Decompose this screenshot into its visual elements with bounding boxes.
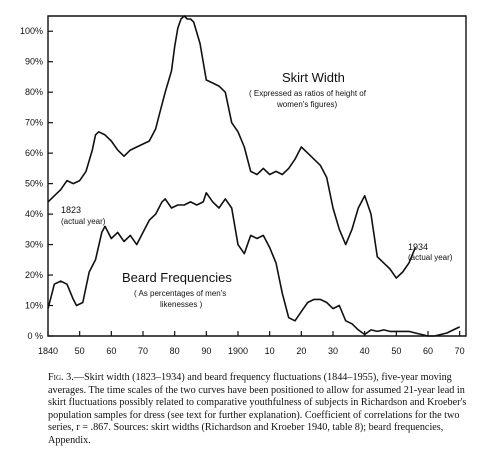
x-axis-ticks: 1840 50 60 70 80 90 1900 10 20 30 40 50 60 70 — [38, 331, 465, 356]
y-tick-label: 60% — [25, 148, 43, 158]
x-tick-label: 80 — [170, 346, 180, 356]
x-tick-label: 20 — [296, 346, 306, 356]
beard-series-note-line1: ( As percentages of men's — [134, 289, 226, 298]
y-tick-label: 80% — [25, 87, 43, 97]
skirt-end-year-note: (actual year) — [408, 253, 453, 262]
skirt-annotation: Skirt Width ( Expressed as ratios of hei… — [249, 70, 367, 109]
x-tick-label: 90 — [201, 346, 211, 356]
y-tick-label: 40% — [25, 209, 43, 219]
y-tick-label: 10% — [25, 301, 43, 311]
beard-series-note-line2: likenesses ) — [160, 300, 203, 309]
skirt-series-note-line2: women's figures) — [276, 100, 338, 109]
x-tick-label: 30 — [328, 346, 338, 356]
skirt-series-label: Skirt Width — [282, 70, 345, 85]
chart-series — [47, 15, 461, 337]
chart-axes — [47, 15, 467, 337]
x-tick-label: 50 — [391, 346, 401, 356]
x-tick-label: 60 — [423, 346, 433, 356]
caption-text: —Skirt width (1823–1934) and beard frequ… — [48, 372, 467, 446]
skirt-series-note-line1: ( Expressed as ratios of height of — [249, 89, 367, 98]
figure-caption: Fig. 3.—Skirt width (1823–1934) and bear… — [48, 372, 480, 448]
plot-frame — [47, 15, 467, 337]
y-tick-label: 70% — [25, 118, 43, 128]
x-tick-label: 10 — [265, 346, 275, 356]
beard-annotation: Beard Frequencies ( As percentages of me… — [122, 270, 232, 309]
y-tick-label: 50% — [25, 179, 43, 189]
x-tick-label: 40 — [360, 346, 370, 356]
beard-frequency-line — [47, 192, 461, 337]
skirt-start-year-note: (actual year) — [61, 217, 106, 226]
y-tick-label: 30% — [25, 240, 43, 250]
y-tick-label: 100% — [20, 26, 43, 36]
year-annotations: 1823 (actual year) 1934 (actual year) — [61, 205, 453, 262]
skirt-start-year: 1823 — [61, 205, 81, 215]
x-tick-label: 50 — [75, 346, 85, 356]
y-tick-label: 20% — [25, 270, 43, 280]
line-chart: 0 % 10% 20% 30% 40% 50% 60% 70% 80% 90% 100% 1840 5… — [20, 15, 467, 356]
y-axis-ticks: 0 % 10% 20% 30% 40% 50% 60% 70% 80% 90% 100% — [20, 26, 53, 341]
skirt-width-line — [47, 15, 417, 279]
skirt-end-year: 1934 — [408, 242, 428, 252]
x-tick-label: 60 — [106, 346, 116, 356]
x-tick-label: 1900 — [228, 346, 248, 356]
y-tick-label: 90% — [25, 57, 43, 67]
figure-number: Fig. 3. — [48, 372, 74, 383]
beard-series-label: Beard Frequencies — [122, 270, 232, 285]
x-tick-label: 1840 — [38, 346, 58, 356]
y-tick-label: 0 % — [27, 331, 43, 341]
x-tick-label: 70 — [455, 346, 465, 356]
x-tick-label: 70 — [138, 346, 148, 356]
